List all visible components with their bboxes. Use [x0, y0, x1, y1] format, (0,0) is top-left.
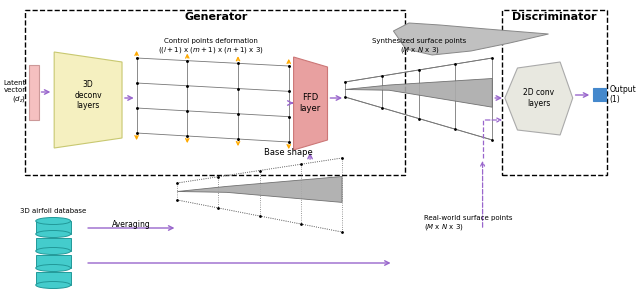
Polygon shape	[177, 176, 342, 202]
Polygon shape	[345, 79, 492, 107]
Polygon shape	[294, 57, 328, 150]
Text: FFD
layer: FFD layer	[300, 93, 321, 113]
Polygon shape	[394, 23, 548, 55]
Text: 2D conv
layers: 2D conv layers	[524, 88, 554, 108]
Text: Output
(1): Output (1)	[609, 85, 636, 104]
Text: Real-world surface points
$(M$ x $N$ x $3)$: Real-world surface points $(M$ x $N$ x $…	[424, 215, 513, 232]
Bar	[36, 272, 70, 285]
Ellipse shape	[36, 218, 70, 225]
Ellipse shape	[36, 265, 70, 272]
Text: Generator: Generator	[184, 12, 248, 22]
Text: Base shape: Base shape	[264, 148, 313, 157]
Bar	[36, 221, 70, 234]
Bar	[36, 238, 70, 251]
Text: Control points deformation
$((l+1)$ x $(m+1)$ x $(n+1)$ x $3)$: Control points deformation $((l+1)$ x $(…	[158, 38, 264, 55]
Polygon shape	[593, 88, 605, 101]
Text: Synthesized surface points
$(M$ x $N$ x $3)$: Synthesized surface points $(M$ x $N$ x …	[372, 38, 467, 55]
Text: 3D airfoil database: 3D airfoil database	[20, 208, 86, 214]
Text: Averaging: Averaging	[113, 220, 151, 229]
Bar	[36, 255, 70, 268]
Ellipse shape	[36, 248, 70, 255]
Polygon shape	[29, 65, 38, 120]
Polygon shape	[54, 52, 122, 148]
Text: Latent
vector
$(d_z)$: Latent vector $(d_z)$	[4, 80, 26, 104]
Text: 3D
deconv
layers: 3D deconv layers	[74, 80, 102, 110]
Ellipse shape	[36, 230, 70, 237]
Text: Discriminator: Discriminator	[512, 12, 596, 22]
Ellipse shape	[36, 281, 70, 288]
Polygon shape	[505, 62, 573, 135]
